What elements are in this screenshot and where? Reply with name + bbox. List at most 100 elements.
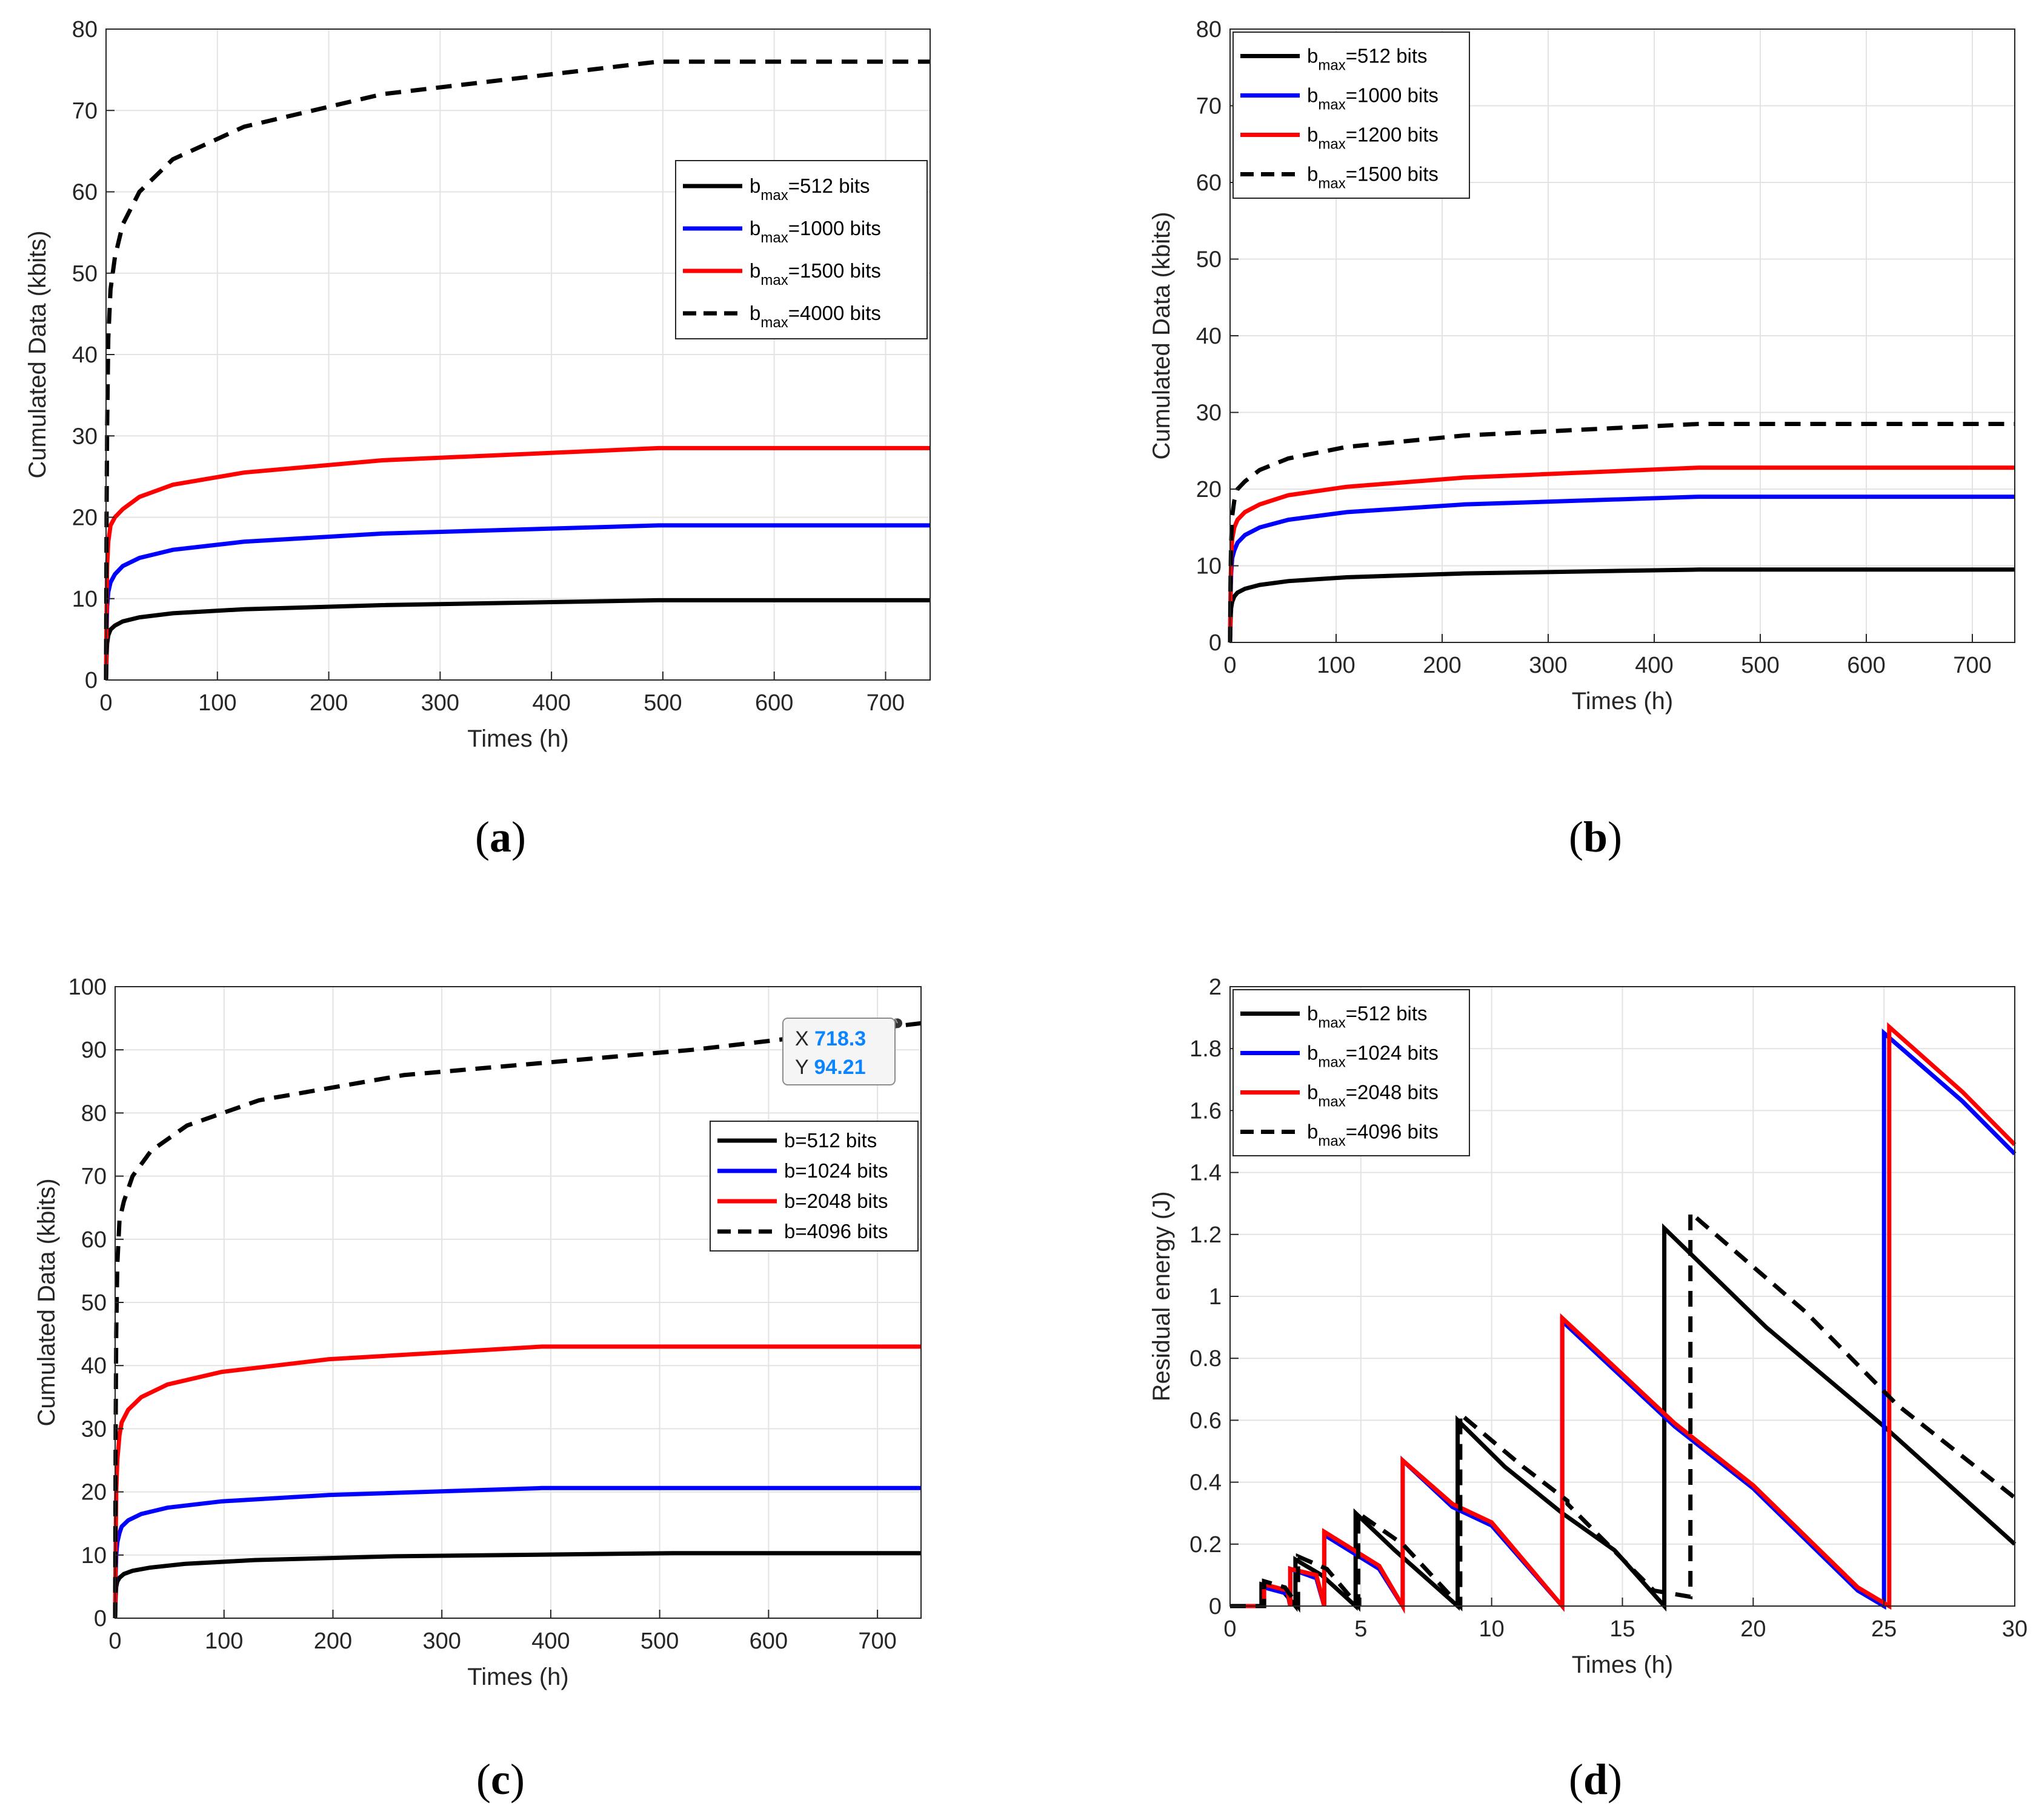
x-tick-label: 30 [2002,1616,2027,1642]
y-tick-label: 80 [1196,17,1222,42]
legend-label: bmax=1000 bits [1307,84,1439,113]
x-tick-label: 600 [750,1628,788,1654]
y-tick-label: 1.8 [1189,1036,1222,1062]
series-line-d-2 [1230,1022,2017,1614]
y-tick-label: 0.6 [1189,1408,1222,1433]
y-tick-label: 0 [1209,630,1222,656]
x-tick-label: 200 [1423,653,1461,678]
x-tick-label: 0 [99,690,112,716]
y-tick-label: 30 [72,424,98,449]
x-tick-label: 0 [1223,1616,1236,1642]
y-tick-label: 0 [94,1606,107,1632]
legend-box [675,160,928,339]
y-tick-label: 0.4 [1189,1470,1222,1496]
x-tick-label: 400 [532,690,570,716]
x-tick-label: 200 [314,1628,352,1654]
y-axis-label-d: Residual energy (J) [1148,1192,1175,1402]
legend-b: bmax=512 bits bmax=1000 bits bmax=1200 bit… [1232,32,1470,199]
y-tick-label: 50 [81,1290,107,1316]
x-tick-label: 500 [644,690,682,716]
datatip-x: X 718.3 [795,1027,866,1050]
caption-b: (b) [1569,813,1622,861]
y-tick-label: 0 [85,668,98,693]
y-tick-label: 30 [81,1416,107,1442]
datatip-y: Y 94.21 [795,1056,866,1079]
legend-label: bmax=1500 bits [750,259,881,288]
legend-a: bmax=512 bits bmax=1000 bits bmax=1500 bit… [675,160,928,339]
legend-label: b=4096 bits [784,1220,888,1242]
y-tick-label: 2 [1209,975,1222,1000]
x-tick-label: 700 [858,1628,896,1654]
legend-label: bmax=512 bits [750,175,870,204]
legend-label: bmax=4000 bits [750,302,881,331]
x-tick-label: 300 [422,1628,461,1654]
y-tick-label: 1.2 [1189,1222,1222,1248]
panel-c: 0 100 200 300 400 500 600 700 0 10 20 30 40 50 60 70 80 9… [33,975,922,1690]
panel-a: 0 100 200 300 400 500 600 700 0 10 20 30 40 50 60 70 80 T… [24,17,931,752]
y-tick-label: 10 [81,1543,107,1568]
datatip-connector [894,1018,898,1024]
caption-d: (d) [1569,1755,1622,1804]
x-tick-label: 300 [421,690,459,716]
legend-label: bmax=4096 bits [1307,1121,1439,1150]
x-tick-label: 400 [1635,653,1673,678]
legend-label: bmax=512 bits [1307,1002,1428,1032]
y-tick-label: 80 [81,1101,107,1126]
caption-a: (a) [475,813,526,861]
y-axis-label-a: Cumulated Data (kbits) [24,230,51,478]
series-line-c-3 [113,1021,922,1619]
y-tick-label: 1.4 [1189,1161,1222,1186]
y-tick-label: 60 [81,1227,107,1253]
legend-label: bmax=2048 bits [1307,1081,1439,1110]
y-tick-label: 100 [68,975,107,1000]
legend-d: bmax=512 bits bmax=1024 bits bmax=2048 bit… [1232,989,1470,1156]
y-tick-label: 20 [72,505,98,531]
y-tick-label: 70 [1196,94,1222,119]
x-tick-label: 600 [755,690,793,716]
x-tick-label: 0 [108,1628,121,1654]
y-tick-label: 40 [81,1353,107,1379]
series-line-b-3 [1228,422,2015,643]
x-tick-label: 600 [1847,653,1885,678]
legend-label: b=512 bits [784,1129,877,1152]
x-tick-label: 10 [1479,1616,1505,1642]
y-tick-label: 0 [1209,1594,1222,1619]
y-tick-label: 40 [1196,324,1222,349]
x-tick-label: 100 [205,1628,243,1654]
legend-box [710,1121,919,1252]
datatip-box [782,1018,896,1085]
x-tick-label: 15 [1609,1616,1635,1642]
x-tick-label: 300 [1529,653,1567,678]
y-tick-label: 40 [72,342,98,368]
x-tick-label: 700 [1953,653,1991,678]
y-tick-label: 60 [1196,170,1222,196]
x-axis-label-d: Times (h) [1572,1652,1673,1678]
legend-label: bmax=1024 bits [1307,1042,1439,1071]
legend-label: bmax=1200 bits [1307,124,1439,153]
x-axis-label-a: Times (h) [467,725,568,752]
legend-box [1232,989,1470,1156]
y-tick-label: 20 [81,1480,107,1505]
x-tick-label: 5 [1354,1616,1367,1642]
x-axis-label-c: Times (h) [467,1664,568,1690]
x-tick-label: 20 [1740,1616,1766,1642]
y-tick-label: 10 [72,587,98,612]
datatip[interactable]: X 718.3 Y 94.21 [782,1018,896,1085]
legend-label: b=1024 bits [784,1159,888,1182]
y-axis-label-b: Cumulated Data (kbits) [1148,212,1175,459]
legend-label: bmax=1000 bits [750,217,881,246]
x-tick-label: 700 [866,690,905,716]
legend-c: b=512 bits b=1024 bits b=2048 bits b=4096 b… [710,1121,919,1252]
y-tick-label: 1.6 [1189,1098,1222,1124]
x-tick-label: 100 [1317,653,1355,678]
y-tick-label: 50 [72,261,98,287]
y-tick-label: 70 [72,98,98,124]
x-tick-label: 200 [310,690,348,716]
y-axis-label-c: Cumulated Data (kbits) [33,1178,60,1426]
x-tick-label: 500 [1741,653,1779,678]
caption-c: (c) [476,1755,525,1804]
legend-label: b=2048 bits [784,1190,888,1212]
y-tick-label: 90 [81,1038,107,1063]
y-tick-label: 70 [81,1164,107,1190]
